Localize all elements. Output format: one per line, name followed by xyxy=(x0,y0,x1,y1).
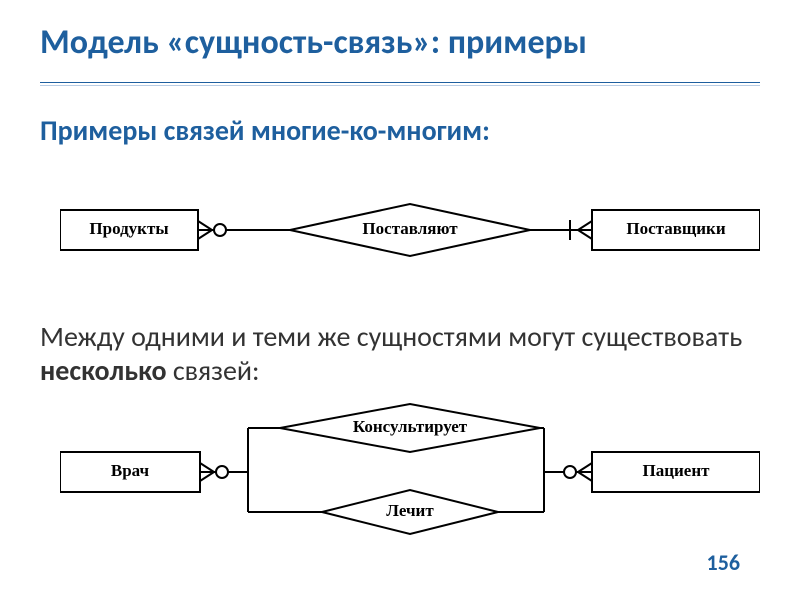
slide: Модель «сущность-связь»: примеры Примеры… xyxy=(0,0,800,600)
body-post: связей: xyxy=(167,353,260,388)
svg-text:Врач: Врач xyxy=(111,461,150,480)
er-diagram-1: Продукты Поставщики Поставляют xyxy=(60,198,760,268)
svg-text:Поставляют: Поставляют xyxy=(362,219,458,238)
svg-text:Лечит: Лечит xyxy=(386,501,434,520)
svg-text:Поставщики: Поставщики xyxy=(626,219,725,238)
svg-text:Продукты: Продукты xyxy=(89,219,168,238)
body-pre: Между одними и теми же сущностями могут … xyxy=(40,319,742,354)
er-diagram-2: Врач Пациент Консультирует Лечит xyxy=(60,400,760,550)
subtitle-2: Между одними и теми же сущностями могут … xyxy=(40,320,760,387)
page-number: 156 xyxy=(707,549,740,576)
title-rule xyxy=(40,82,760,84)
svg-text:Консультирует: Консультирует xyxy=(353,417,468,436)
svg-text:Пациент: Пациент xyxy=(642,461,710,480)
subtitle-1: Примеры связей многие-ко-многим: xyxy=(40,115,490,147)
page-title: Модель «сущность-связь»: примеры xyxy=(40,22,587,63)
body-bold: несколько xyxy=(40,353,167,388)
